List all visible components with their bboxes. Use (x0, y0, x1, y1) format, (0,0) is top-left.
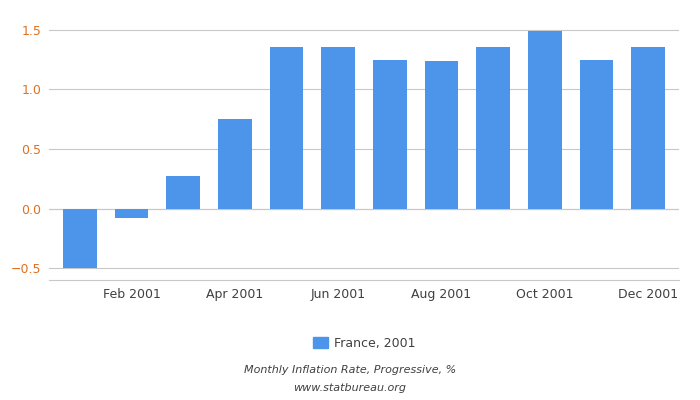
Bar (580, 60, 613, 208)
Legend: France, 2001: France, 2001 (307, 332, 421, 355)
Bar (218, 119, 252, 208)
Bar (63, 208, 97, 268)
Bar (270, 46, 303, 208)
Bar (373, 60, 407, 208)
Bar (321, 46, 355, 208)
Bar (476, 46, 510, 208)
Bar (631, 46, 665, 208)
Bar (425, 61, 458, 208)
Bar (528, 31, 561, 208)
Bar (167, 176, 200, 208)
Text: Monthly Inflation Rate, Progressive, %: Monthly Inflation Rate, Progressive, % (244, 365, 456, 375)
Text: www.statbureau.org: www.statbureau.org (293, 383, 407, 393)
Bar (115, 208, 148, 218)
